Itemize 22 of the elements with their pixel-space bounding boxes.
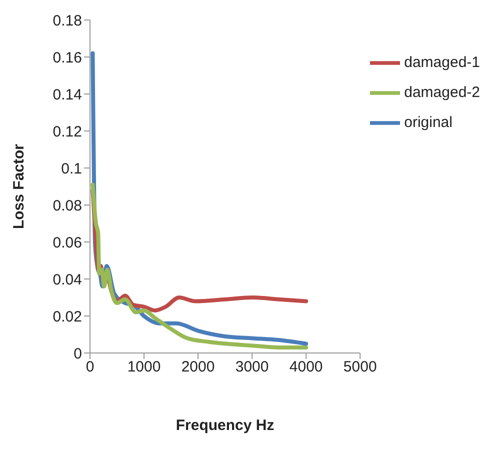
x-tick-label: 4000 — [289, 358, 323, 376]
legend-label: damaged-1 — [404, 54, 480, 72]
x-tick-label: 3000 — [235, 358, 269, 376]
y-tick-label: 0.14 — [52, 86, 82, 104]
y-axis-title: Loss Factor — [10, 144, 28, 230]
y-tick-label: 0.06 — [52, 234, 82, 252]
y-tick-label: 0 — [74, 345, 82, 362]
legend-label: original — [404, 114, 452, 132]
legend-label: damaged-2 — [404, 84, 480, 102]
x-axis-title: Frequency Hz — [176, 417, 274, 434]
y-tick-label: 0.16 — [52, 49, 82, 66]
y-tick-label: 0.08 — [52, 197, 82, 214]
line-series — [90, 182, 308, 350]
x-tick-label: 1000 — [127, 358, 161, 376]
y-tick-label: 0.04 — [52, 271, 82, 288]
y-tick-label: 0.1 — [61, 160, 82, 178]
y-tick-label: 0.12 — [52, 123, 82, 140]
y-tick-label: 0.18 — [52, 12, 82, 30]
y-tick-label: 0.02 — [52, 308, 82, 326]
x-tick-label: 2000 — [181, 358, 215, 376]
x-tick-label: 5000 — [343, 358, 377, 376]
x-tick-label: 0 — [86, 358, 94, 376]
